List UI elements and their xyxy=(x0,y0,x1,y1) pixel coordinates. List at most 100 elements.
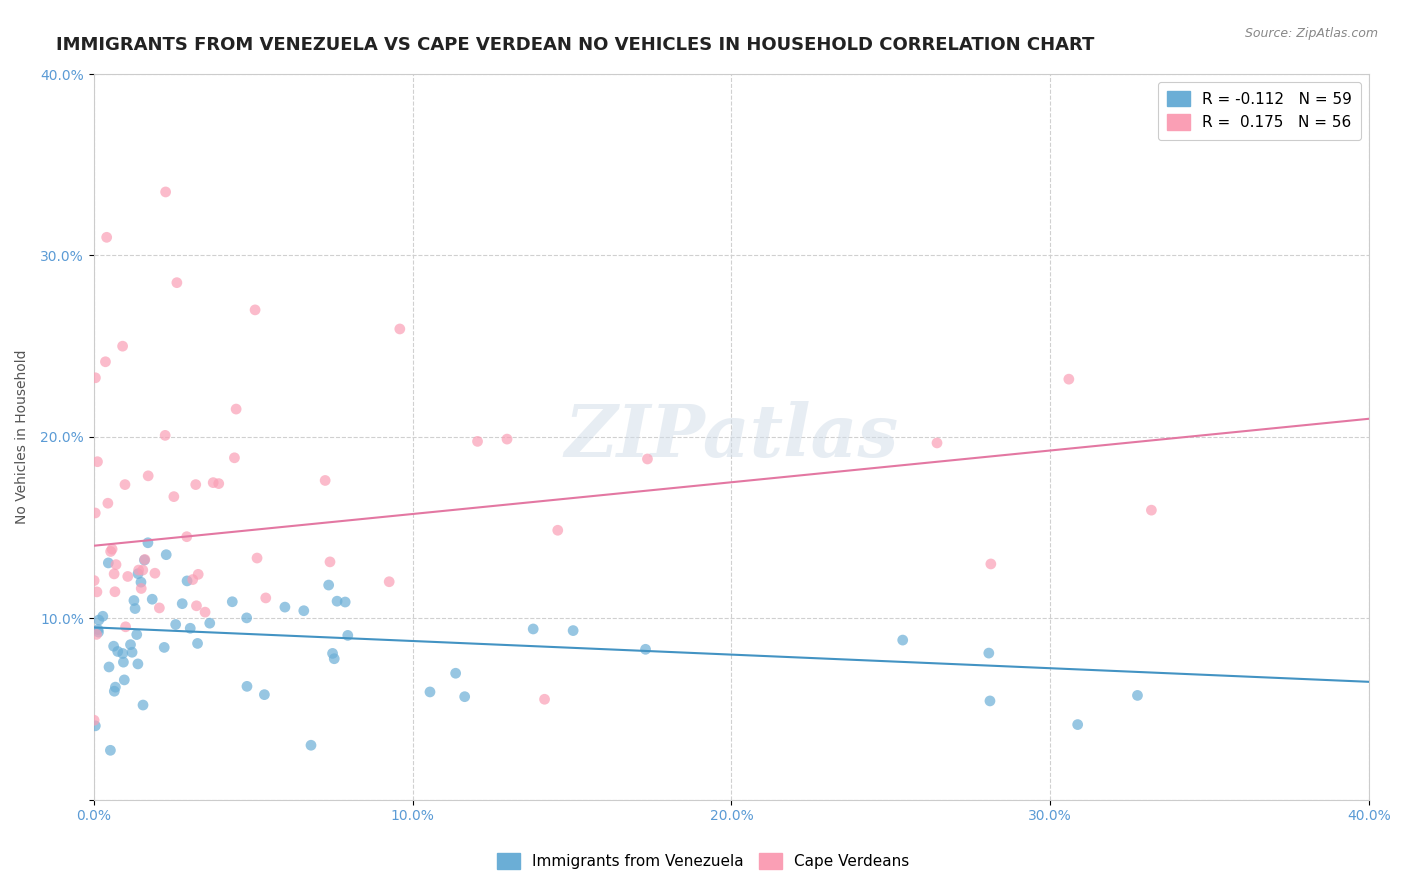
Point xyxy=(87,613,110,627)
Point xyxy=(129,575,152,590)
Point xyxy=(86,585,108,599)
Point xyxy=(634,642,657,657)
Point xyxy=(444,666,467,681)
Legend: Immigrants from Venezuela, Cape Verdeans: Immigrants from Venezuela, Cape Verdeans xyxy=(491,847,915,875)
Point xyxy=(103,684,125,698)
Point xyxy=(198,616,221,631)
Point xyxy=(100,743,122,757)
Point xyxy=(1126,689,1149,703)
Point xyxy=(378,574,401,589)
Point xyxy=(299,738,322,752)
Point xyxy=(125,627,148,641)
Point xyxy=(141,592,163,607)
Point xyxy=(148,601,170,615)
Point xyxy=(112,673,135,687)
Point xyxy=(97,556,120,570)
Point xyxy=(155,548,177,562)
Point xyxy=(101,542,124,557)
Point xyxy=(114,620,136,634)
Point xyxy=(136,535,159,549)
Point xyxy=(111,647,134,661)
Point xyxy=(221,595,243,609)
Point xyxy=(132,698,155,712)
Point xyxy=(100,544,122,558)
Point xyxy=(1057,372,1080,386)
Point xyxy=(977,646,1000,660)
Point xyxy=(274,600,297,615)
Point xyxy=(121,645,143,659)
Point xyxy=(114,477,136,491)
Point xyxy=(84,506,107,520)
Point xyxy=(181,573,204,587)
Point xyxy=(104,680,127,694)
Point xyxy=(335,595,357,609)
Point xyxy=(186,599,208,613)
Point xyxy=(467,434,489,449)
Point xyxy=(83,713,105,727)
Point xyxy=(103,639,125,653)
Point xyxy=(136,468,159,483)
Point xyxy=(318,578,340,592)
Point xyxy=(86,627,108,641)
Legend: R = -0.112   N = 59, R =  0.175   N = 56: R = -0.112 N = 59, R = 0.175 N = 56 xyxy=(1159,82,1361,140)
Point xyxy=(120,638,142,652)
Point xyxy=(336,628,359,642)
Text: Source: ZipAtlas.com: Source: ZipAtlas.com xyxy=(1244,27,1378,40)
Point xyxy=(153,640,176,655)
Point xyxy=(143,566,166,581)
Point xyxy=(319,555,342,569)
Text: IMMIGRANTS FROM VENEZUELA VS CAPE VERDEAN NO VEHICLES IN HOUSEHOLD CORRELATION C: IMMIGRANTS FROM VENEZUELA VS CAPE VERDEA… xyxy=(56,36,1095,54)
Point xyxy=(235,611,257,625)
Point xyxy=(134,553,156,567)
Point xyxy=(419,685,441,699)
Point xyxy=(1066,717,1088,731)
Point xyxy=(236,679,259,693)
Point xyxy=(91,609,114,624)
Point xyxy=(117,569,139,583)
Point xyxy=(292,604,315,618)
Point xyxy=(103,566,125,581)
Point xyxy=(980,557,1002,571)
Point xyxy=(243,302,266,317)
Point xyxy=(155,185,177,199)
Point xyxy=(562,624,585,638)
Point xyxy=(87,623,110,637)
Point xyxy=(129,582,152,596)
Point xyxy=(124,601,146,615)
Text: ZIPatlas: ZIPatlas xyxy=(564,401,898,473)
Point xyxy=(107,644,129,658)
Point xyxy=(636,452,658,467)
Point xyxy=(208,476,231,491)
Point xyxy=(96,230,118,244)
Point xyxy=(891,633,914,648)
Point xyxy=(547,523,569,537)
Point xyxy=(166,276,188,290)
Point xyxy=(134,552,156,566)
Point xyxy=(202,475,225,490)
Point xyxy=(111,339,134,353)
Point xyxy=(224,450,246,465)
Point xyxy=(1140,503,1163,517)
Point xyxy=(128,563,150,577)
Point xyxy=(253,688,276,702)
Point xyxy=(105,558,128,572)
Point xyxy=(187,636,209,650)
Point xyxy=(132,563,155,577)
Point xyxy=(87,625,110,640)
Point xyxy=(127,566,149,581)
Point xyxy=(388,322,411,336)
Point xyxy=(925,436,948,450)
Point xyxy=(322,647,344,661)
Point xyxy=(176,530,198,544)
Point xyxy=(496,432,519,446)
Point xyxy=(84,719,107,733)
Point xyxy=(104,584,127,599)
Point xyxy=(98,660,121,674)
Point xyxy=(122,593,145,607)
Point xyxy=(254,591,277,605)
Point xyxy=(86,455,108,469)
Point xyxy=(153,428,176,442)
Point xyxy=(184,477,207,491)
Y-axis label: No Vehicles in Household: No Vehicles in Household xyxy=(15,350,30,524)
Point xyxy=(127,657,149,671)
